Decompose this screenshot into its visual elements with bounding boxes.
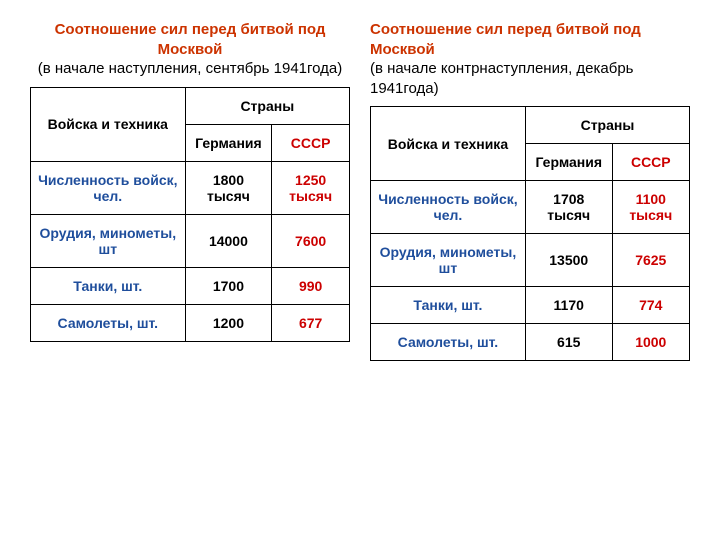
row-label: Танки, шт. (31, 267, 186, 304)
left-title-sub: (в начале наступления, сентябрь 1941года… (30, 59, 350, 79)
header-ussr: СССР (272, 124, 350, 161)
ussr-value: 774 (612, 287, 689, 324)
table-row: Самолеты, шт. 615 1000 (371, 324, 690, 361)
table-row: Орудия, минометы, шт 13500 7625 (371, 234, 690, 287)
header-countries: Страны (525, 107, 689, 144)
germany-value: 615 (525, 324, 612, 361)
row-label: Самолеты, шт. (371, 324, 526, 361)
left-title-block: Соотношение сил перед битвой под Москвой… (30, 20, 350, 79)
table-row: Численность войск, чел. 1800 тысяч 1250 … (31, 161, 350, 214)
left-panel: Соотношение сил перед битвой под Москвой… (30, 20, 350, 520)
germany-value: 1170 (525, 287, 612, 324)
germany-value: 1700 (185, 267, 272, 304)
table-row: Войска и техника Страны (371, 107, 690, 144)
germany-value: 14000 (185, 214, 272, 267)
ussr-value: 7625 (612, 234, 689, 287)
left-table: Войска и техника Страны Германия СССР Чи… (30, 87, 350, 342)
table-row: Танки, шт. 1170 774 (371, 287, 690, 324)
ussr-value: 990 (272, 267, 350, 304)
table-row: Танки, шт. 1700 990 (31, 267, 350, 304)
header-troops: Войска и техника (371, 107, 526, 181)
right-title-main: Соотношение сил перед битвой под Москвой (370, 20, 690, 59)
right-panel: Соотношение сил перед битвой под Москвой… (370, 20, 690, 520)
table-row: Орудия, минометы, шт 14000 7600 (31, 214, 350, 267)
table-row: Войска и техника Страны (31, 87, 350, 124)
header-germany: Германия (525, 144, 612, 181)
row-label: Орудия, минометы, шт (371, 234, 526, 287)
header-germany: Германия (185, 124, 272, 161)
germany-value: 1708 тысяч (525, 181, 612, 234)
row-label: Орудия, минометы, шт (31, 214, 186, 267)
left-title-main: Соотношение сил перед битвой под Москвой (30, 20, 350, 59)
row-label: Танки, шт. (371, 287, 526, 324)
germany-value: 1800 тысяч (185, 161, 272, 214)
header-troops: Войска и техника (31, 87, 186, 161)
row-label: Самолеты, шт. (31, 304, 186, 341)
germany-value: 13500 (525, 234, 612, 287)
row-label: Численность войск, чел. (371, 181, 526, 234)
table-row: Численность войск, чел. 1708 тысяч 1100 … (371, 181, 690, 234)
germany-value: 1200 (185, 304, 272, 341)
header-ussr: СССР (612, 144, 689, 181)
table-row: Самолеты, шт. 1200 677 (31, 304, 350, 341)
ussr-value: 1250 тысяч (272, 161, 350, 214)
row-label: Численность войск, чел. (31, 161, 186, 214)
ussr-value: 1000 (612, 324, 689, 361)
ussr-value: 677 (272, 304, 350, 341)
ussr-value: 7600 (272, 214, 350, 267)
ussr-value: 1100 тысяч (612, 181, 689, 234)
right-title-sub: (в начале контрнаступления, декабрь 1941… (370, 59, 690, 98)
right-table: Войска и техника Страны Германия СССР Чи… (370, 106, 690, 361)
header-countries: Страны (185, 87, 349, 124)
right-title-block: Соотношение сил перед битвой под Москвой… (370, 20, 690, 98)
